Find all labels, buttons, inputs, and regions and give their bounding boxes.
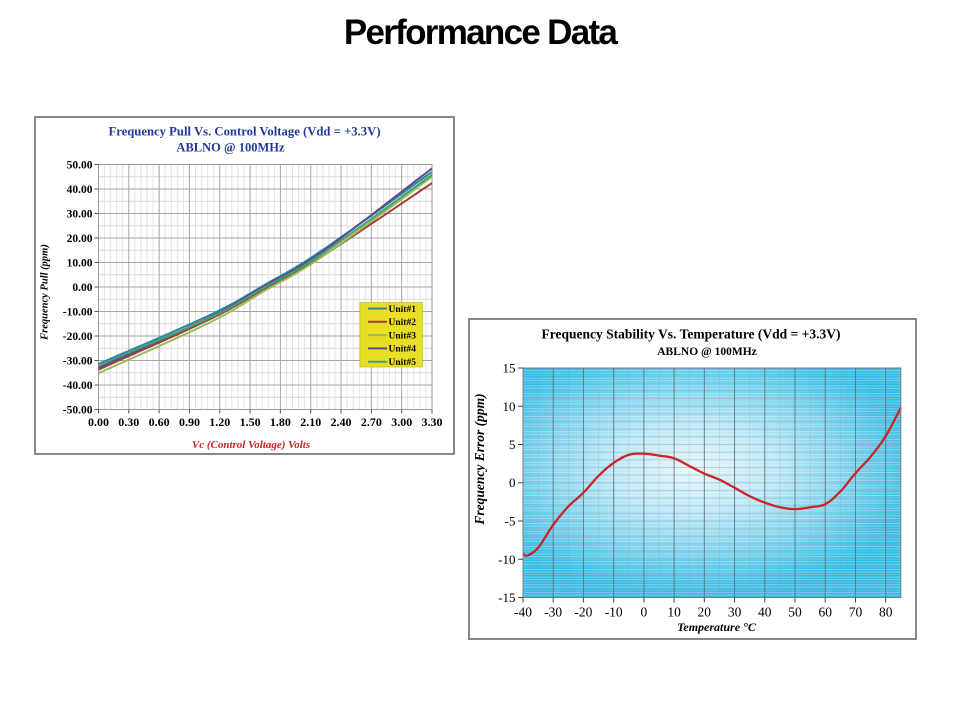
svg-text:1.80: 1.80 [270, 415, 291, 429]
svg-text:Unit#4: Unit#4 [389, 345, 417, 355]
svg-text:0.60: 0.60 [149, 415, 170, 429]
svg-text:-10.00: -10.00 [63, 307, 93, 319]
svg-text:0: 0 [509, 475, 516, 490]
svg-text:-15: -15 [498, 590, 515, 605]
svg-text:-40.00: -40.00 [63, 380, 93, 392]
svg-text:40: 40 [758, 605, 772, 620]
svg-text:Frequency Pull (ppm): Frequency Pull (ppm) [40, 244, 51, 341]
svg-text:Unit#2: Unit#2 [389, 318, 417, 328]
svg-text:1.20: 1.20 [209, 415, 230, 429]
svg-text:Unit#5: Unit#5 [389, 358, 417, 368]
svg-text:Temperature °C: Temperature °C [677, 620, 757, 634]
svg-text:1.50: 1.50 [240, 415, 261, 429]
svg-text:-20.00: -20.00 [63, 331, 93, 343]
svg-text:0.30: 0.30 [118, 415, 139, 429]
svg-text:40.00: 40.00 [67, 184, 93, 196]
svg-text:50: 50 [788, 605, 802, 620]
svg-text:-10: -10 [498, 552, 515, 567]
svg-text:Frequency Pull Vs. Control Vol: Frequency Pull Vs. Control Voltage (Vdd … [108, 125, 380, 139]
svg-text:3.30: 3.30 [422, 415, 443, 429]
svg-text:10.00: 10.00 [67, 258, 93, 270]
svg-text:5: 5 [509, 437, 516, 452]
svg-text:ABLNO @ 100MHz: ABLNO @ 100MHz [657, 346, 757, 358]
svg-text:2.70: 2.70 [361, 415, 382, 429]
svg-text:-30.00: -30.00 [63, 356, 93, 368]
svg-text:30.00: 30.00 [67, 209, 93, 221]
svg-text:-40: -40 [514, 605, 532, 620]
svg-text:Frequency Error (ppm): Frequency Error (ppm) [472, 393, 487, 525]
svg-text:Vc (Control Voltage) Volts: Vc (Control Voltage) Volts [192, 439, 310, 451]
svg-text:0: 0 [641, 605, 648, 620]
svg-text:-30: -30 [544, 605, 562, 620]
svg-text:15: 15 [503, 361, 516, 376]
svg-text:20.00: 20.00 [67, 233, 93, 245]
svg-text:3.00: 3.00 [391, 415, 412, 429]
svg-text:50.00: 50.00 [67, 160, 93, 172]
svg-text:Unit#3: Unit#3 [389, 331, 417, 341]
svg-text:60: 60 [818, 605, 832, 620]
svg-text:-5: -5 [505, 514, 516, 529]
svg-text:2.40: 2.40 [331, 415, 352, 429]
svg-text:10: 10 [667, 605, 681, 620]
svg-text:Frequency Stability Vs. Temper: Frequency Stability Vs. Temperature (Vdd… [542, 327, 841, 342]
svg-text:-10: -10 [605, 605, 623, 620]
svg-text:20: 20 [698, 605, 712, 620]
svg-text:-20: -20 [574, 605, 592, 620]
svg-text:2.10: 2.10 [300, 415, 321, 429]
svg-text:0.00: 0.00 [88, 415, 109, 429]
svg-text:70: 70 [849, 605, 863, 620]
svg-text:10: 10 [503, 399, 516, 414]
svg-text:-50.00: -50.00 [63, 405, 93, 417]
svg-text:30: 30 [728, 605, 742, 620]
svg-text:0.00: 0.00 [72, 282, 92, 294]
svg-text:ABLNO @ 100MHz: ABLNO @ 100MHz [176, 141, 285, 155]
svg-text:0.90: 0.90 [179, 415, 200, 429]
svg-text:80: 80 [879, 605, 893, 620]
svg-text:Unit#1: Unit#1 [389, 305, 417, 315]
